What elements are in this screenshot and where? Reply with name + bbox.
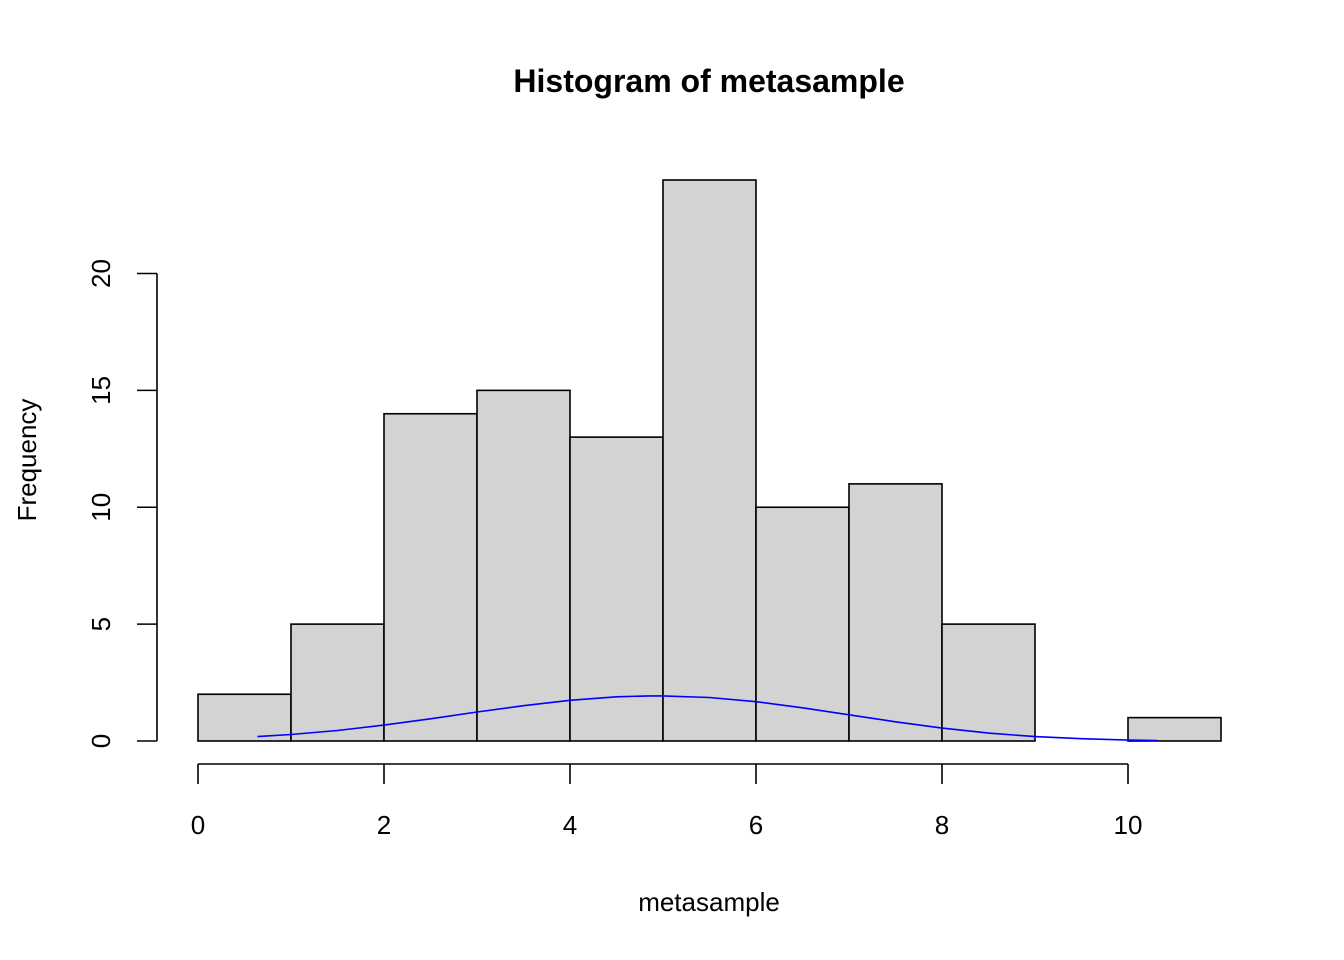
x-tick-label: 6	[749, 810, 763, 840]
histogram-bar-4	[569, 436, 664, 742]
histogram-bar-5	[662, 179, 757, 742]
y-tick-label: 20	[86, 259, 116, 288]
histogram-bar-2	[383, 412, 478, 742]
histogram-bar-0	[197, 693, 292, 742]
histogram-bar-1	[290, 623, 385, 742]
histogram-bar-8	[941, 623, 1036, 742]
x-tick-label: 0	[191, 810, 205, 840]
x-axis-title: metasample	[638, 887, 780, 917]
histogram-bar-3	[476, 389, 571, 742]
histogram-bar-7	[848, 483, 943, 742]
x-tick-label: 4	[563, 810, 577, 840]
y-tick-label: 5	[86, 617, 116, 631]
x-tick-label: 2	[377, 810, 391, 840]
x-tick-label: 8	[935, 810, 949, 840]
histogram-bar-6	[755, 506, 850, 742]
y-tick-label: 15	[86, 376, 116, 405]
y-tick-label: 0	[86, 734, 116, 748]
chart-title: Histogram of metasample	[513, 63, 904, 99]
density-curve	[257, 695, 1158, 742]
histogram-bar-10	[1127, 716, 1222, 742]
y-tick-label: 10	[86, 493, 116, 522]
x-axis: 0 2 4 6 8 10	[191, 763, 1143, 840]
y-axis: 0 5 10 15 20	[86, 259, 158, 748]
y-axis-title: Frequency	[12, 399, 42, 522]
density-curve-group	[257, 695, 1158, 742]
histogram-bars	[197, 179, 1222, 742]
x-tick-label: 10	[1114, 810, 1143, 840]
